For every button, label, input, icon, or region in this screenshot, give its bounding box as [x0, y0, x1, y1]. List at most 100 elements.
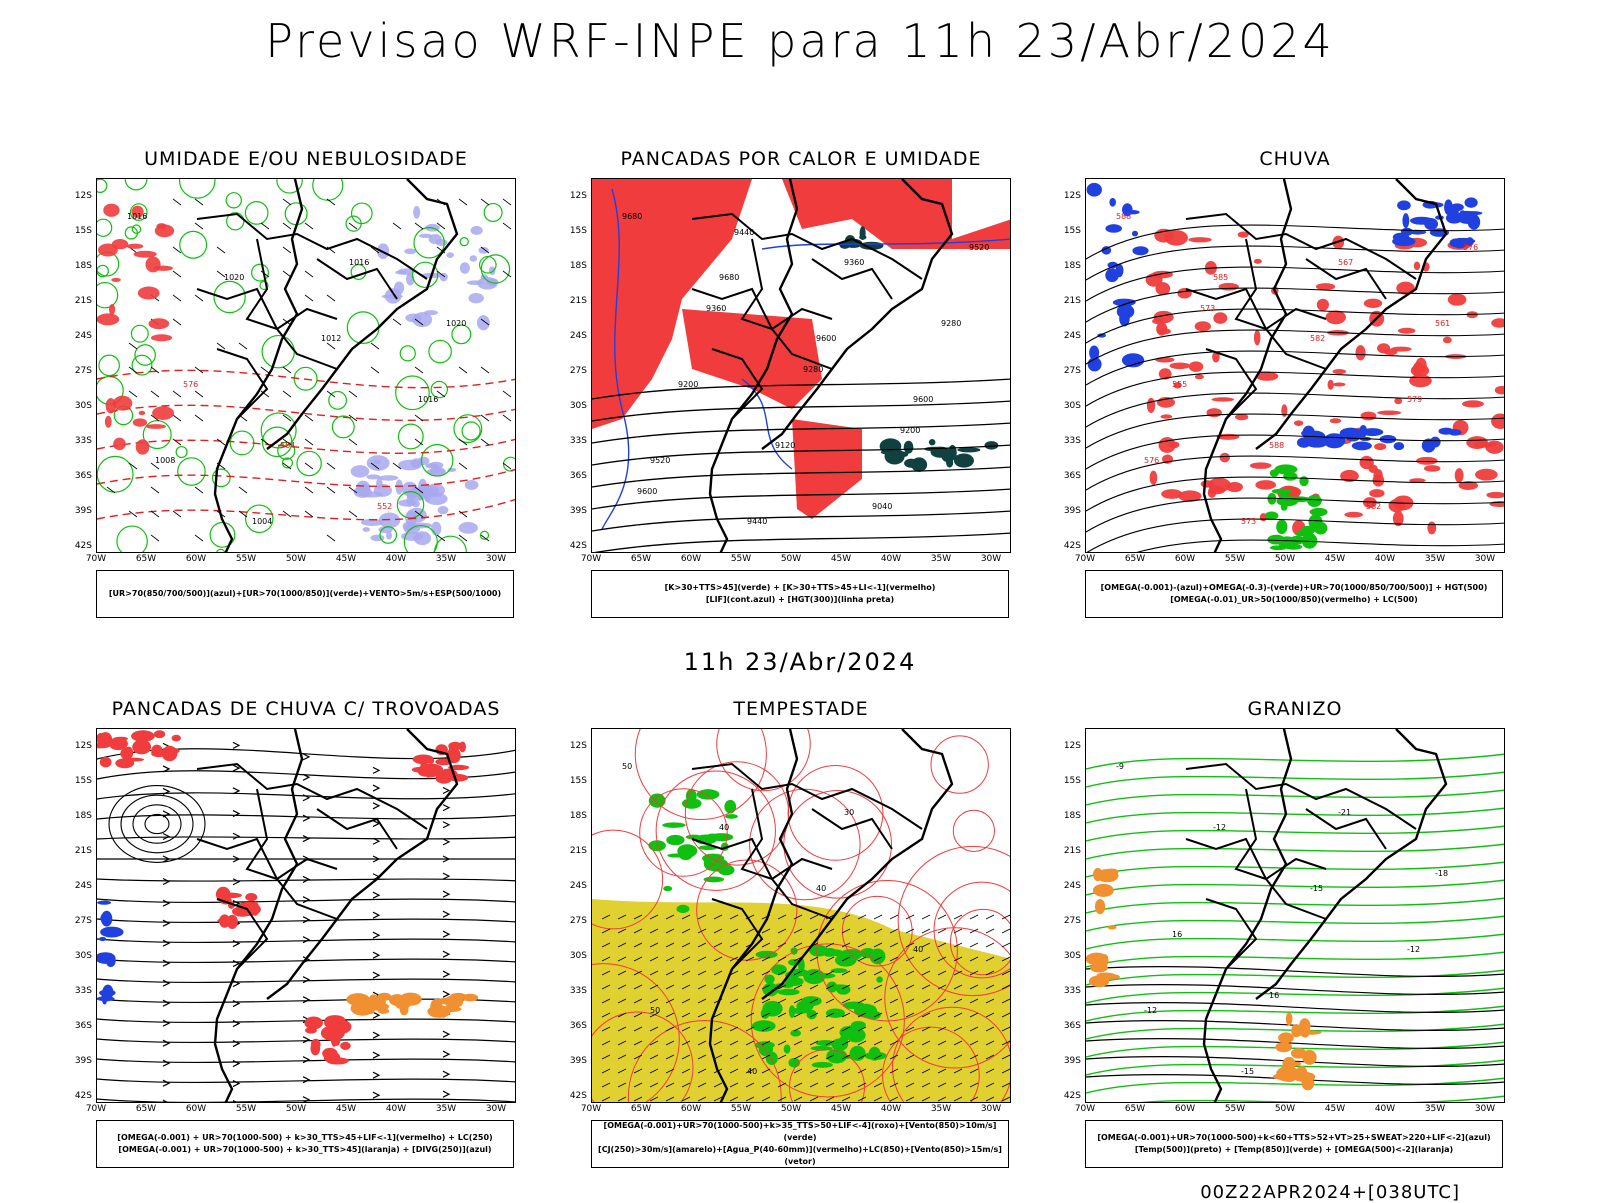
legend-line: [CJ(250)>30m/s](amarelo)+[Agua_P(40-60mm…	[598, 1145, 1002, 1166]
border-line	[316, 258, 398, 300]
legend-umidade: [UR>70(850/700/500)](azul)+[UR>70(1000/8…	[96, 570, 514, 618]
lat-tick-label: 30S	[569, 401, 587, 411]
lat-tick-label: 21S	[1063, 846, 1081, 856]
lon-tick-label: 45W	[830, 1104, 852, 1114]
lat-tick-label: 15S	[74, 776, 92, 786]
contour-label: 9200	[900, 426, 920, 435]
chuva-basemap	[1185, 179, 1448, 552]
lon-tick-label: 70W	[1074, 1104, 1096, 1114]
border-line	[691, 762, 923, 830]
lon-tick-label: 40W	[880, 554, 902, 564]
lat-tick-label: 36S	[1063, 471, 1081, 481]
run-code-footer: 00Z22APR2024+[038UTC]	[1200, 1182, 1460, 1203]
contour-label: -15	[1310, 884, 1323, 893]
lat-tick-label: 39S	[569, 1056, 587, 1066]
omega-orange-area	[1273, 1012, 1322, 1091]
legend-line: [OMEGA(-0.001) + UR>70(1000-500) + k>30_…	[118, 1145, 492, 1154]
lon-tick-label: 40W	[385, 1104, 407, 1114]
lon-tick-label: 35W	[435, 1104, 457, 1114]
thunder-red-area-center	[215, 886, 261, 930]
rain-blue-area-ne	[1392, 197, 1483, 249]
lon-tick-label: 30W	[1474, 554, 1496, 564]
lat-tick-label: 30S	[74, 951, 92, 961]
lat-tick-label: 15S	[569, 776, 587, 786]
tempestade-basemap	[691, 729, 954, 1102]
precipitable-water-contours	[592, 729, 1010, 1102]
lon-tick-label: 70W	[580, 1104, 602, 1114]
lat-tick-label: 21S	[1063, 296, 1081, 306]
map-granizo: -9 -12 -15 -12 -12 -15 -21 -18 16 16	[1085, 728, 1505, 1103]
coastline-west	[213, 179, 304, 552]
lat-tick-label: 33S	[74, 436, 92, 446]
coastline-west	[1202, 729, 1293, 1102]
lon-tick-label: 45W	[1324, 554, 1346, 564]
lat-tick-label: 36S	[569, 1021, 587, 1031]
panel-title-chuva: CHUVA	[1259, 148, 1331, 170]
lat-tick-label: 12S	[1063, 741, 1081, 751]
border-line	[276, 878, 338, 920]
lat-tick-label: 18S	[74, 261, 92, 271]
legend-chuva: [OMEGA(-0.001)-(azul)+OMEGA(-0.3)-(verde…	[1085, 570, 1503, 618]
lat-tick-label: 24S	[74, 881, 92, 891]
lat-tick-label: 39S	[74, 506, 92, 516]
border-line	[196, 837, 278, 880]
trovoadas-basemap	[196, 729, 459, 1102]
lon-tick-label: 60W	[1174, 1104, 1196, 1114]
contour-label: 576	[1144, 456, 1159, 465]
rain-blue-area-west	[1086, 182, 1149, 372]
rain-green-area	[1264, 464, 1328, 551]
lat-tick-label: 12S	[74, 741, 92, 751]
map-svg-tempestade: 50 40 40 40 50 40 30	[592, 729, 1010, 1102]
lon-tick-label: 30W	[980, 554, 1002, 564]
contour-label: 30	[844, 808, 854, 817]
lat-tick-label: 24S	[1063, 331, 1081, 341]
lon-tick-label: 65W	[135, 554, 157, 564]
lat-tick-label: 42S	[74, 1091, 92, 1101]
panel-title-tempestade: TEMPESTADE	[733, 698, 869, 720]
map-svg-trovoadas	[97, 729, 515, 1102]
lat-tick-label: 18S	[74, 811, 92, 821]
lat-tick-label: 12S	[74, 191, 92, 201]
lat-tick-label: 42S	[569, 541, 587, 551]
lon-tick-label: 50W	[285, 1104, 307, 1114]
lon-tick-label: 45W	[830, 554, 852, 564]
contour-label: 40	[816, 884, 826, 893]
contour-label: 16	[1269, 991, 1279, 1000]
contour-label: 576	[183, 380, 198, 389]
divergence-blue-area	[97, 900, 124, 1005]
lon-tick-label: 45W	[335, 1104, 357, 1114]
lon-tick-label: 40W	[385, 554, 407, 564]
lon-tick-label: 60W	[185, 554, 207, 564]
contour-label: 9600	[816, 334, 836, 343]
panel-title-trovoadas: PANCADAS DE CHUVA C/ TROVOADAS	[111, 698, 501, 720]
lon-tick-label: 35W	[930, 1104, 952, 1114]
lon-tick-label: 70W	[85, 554, 107, 564]
forecast-time-subtitle: 11h 23/Abr/2024	[683, 648, 917, 676]
legend-trovoadas: [OMEGA(-0.001) + UR>70(1000-500) + k>30_…	[96, 1120, 514, 1168]
map-svg-granizo: -9 -12 -15 -12 -12 -15 -21 -18 16 16	[1086, 729, 1504, 1102]
lon-tick-label: 30W	[485, 1104, 507, 1114]
contour-label: 9120	[775, 441, 795, 450]
contour-label: -12	[1407, 945, 1420, 954]
lat-tick-label: 30S	[74, 401, 92, 411]
lon-tick-label: 45W	[335, 554, 357, 564]
pancadas_calor-basemap	[691, 179, 954, 552]
lat-tick-label: 24S	[569, 881, 587, 891]
contour-label: 9520	[969, 243, 989, 252]
legend-line: [LIF](cont.azul) + [HGT(300)](linha pret…	[705, 595, 895, 604]
panel-title-umidade: UMIDADE E/OU NEBULOSIDADE	[144, 148, 468, 170]
contour-label: 573	[1241, 517, 1256, 526]
lat-tick-label: 36S	[74, 1021, 92, 1031]
contour-label: 564	[280, 441, 295, 450]
contour-label: 1016	[349, 258, 369, 267]
lat-tick-label: 27S	[1063, 916, 1081, 926]
border-line	[691, 837, 773, 880]
border-line	[691, 212, 923, 280]
lon-tick-label: 55W	[1224, 1104, 1246, 1114]
lat-tick-label: 33S	[1063, 986, 1081, 996]
streamlines-250	[97, 741, 515, 1102]
contour-label: 9280	[941, 319, 961, 328]
lon-tick-label: 30W	[485, 554, 507, 564]
contour-label: 588	[1116, 212, 1131, 221]
lat-tick-label: 42S	[1063, 1091, 1081, 1101]
